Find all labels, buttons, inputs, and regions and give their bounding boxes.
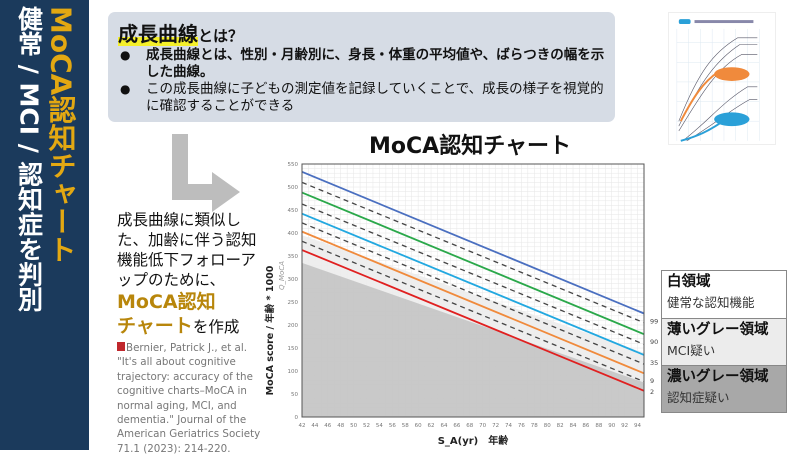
description-text: 成長曲線に類似した、加齢に伴う認知機能低下フォローアップのために、 — [117, 211, 257, 289]
sidebar: 健常 / MCI / 認知症を判別 MoCA認知チャート — [0, 0, 89, 450]
y-tick-label: 200 — [288, 323, 299, 329]
x-tick-label: 62 — [428, 423, 435, 429]
bullet-item: 成長曲線とは、性別・月齢別に、身長・体重の平均値や、ばらつきの幅を示した曲線。 — [118, 47, 605, 81]
reference: Bernier, Patrick J., et al. "It's all ab… — [117, 341, 262, 456]
series-line — [301, 222, 645, 365]
x-tick-label: 42 — [299, 423, 306, 429]
description-emphasis: チャート — [117, 315, 193, 337]
y-tick-label: 300 — [288, 277, 299, 283]
y-tick-label: 250 — [288, 300, 299, 306]
region-dementia — [302, 262, 644, 417]
series-line — [301, 249, 645, 392]
y-tick-label: 150 — [288, 346, 299, 352]
title-rest: とは？ — [198, 27, 244, 45]
series-line — [301, 203, 645, 345]
legend-heading: 白領域 — [667, 274, 711, 290]
series-line — [301, 230, 645, 375]
x-tick-label: 78 — [531, 423, 538, 429]
y-axis-label-secondary: Q_MoCA — [278, 261, 286, 290]
bullet-item: この成長曲線に子どもの測定値を記録していくことで、成長の様子を視覚的に確認するこ… — [118, 81, 605, 115]
description-suffix: を作成 — [192, 318, 240, 336]
series-line — [301, 212, 645, 356]
sidebar-subtitle: 健常 / MCI / 認知症を判別 — [14, 6, 44, 312]
x-tick-label: 64 — [440, 423, 447, 429]
description-emphasis: MoCA認知 — [117, 291, 216, 313]
y-axis-label: MoCA score / 年齢 * 1000 — [264, 265, 276, 395]
y-tick-label: 50 — [291, 392, 298, 398]
growth-chart-thumbnail — [668, 12, 776, 145]
y-tick-label: 100 — [288, 369, 299, 375]
x-tick-label: 94 — [634, 423, 641, 429]
legend-heading: 濃いグレー領域 — [667, 369, 769, 385]
y-tick-label: 550 — [288, 162, 299, 168]
x-tick-label: 90 — [608, 423, 615, 429]
book-icon — [117, 342, 125, 351]
plot-frame — [301, 163, 645, 418]
percentile-label: 90 — [650, 338, 658, 346]
series-line — [301, 181, 645, 324]
legend-item-dark-gray: 濃いグレー領域 認知症疑い — [662, 365, 786, 412]
info-box: 成長曲線とは？ 成長曲線とは、性別・月齢別に、身長・体重の平均値や、ばらつきの幅… — [108, 12, 615, 122]
chart-title: MoCA認知チャート — [369, 134, 571, 159]
x-tick-label: 88 — [595, 423, 602, 429]
legend-item-light-gray: 薄いグレー領域 MCI疑い — [662, 318, 786, 365]
x-tick-label: 58 — [402, 423, 409, 429]
sidebar-title: MoCA認知チャート — [44, 6, 78, 264]
y-tick-label: 400 — [288, 231, 299, 237]
y-tick-label: 350 — [288, 254, 299, 260]
x-tick-label: 48 — [337, 423, 344, 429]
percentile-label: 35 — [650, 359, 658, 367]
x-tick-label: 86 — [582, 423, 589, 429]
x-tick-label: 68 — [466, 423, 473, 429]
x-tick-label: 70 — [479, 423, 486, 429]
x-tick-label: 80 — [544, 423, 551, 429]
x-tick-label: 60 — [415, 423, 422, 429]
legend-desc: MCI疑い — [667, 343, 716, 358]
legend-desc: 認知症疑い — [667, 390, 730, 405]
series-line — [301, 191, 645, 336]
x-tick-label: 44 — [311, 423, 318, 429]
arrow-icon — [172, 134, 240, 212]
percentile-label: 9 — [650, 377, 654, 385]
legend-desc: 健常な認知機能 — [667, 295, 755, 310]
legend: 白領域健常な認知機能 薄いグレー領域 MCI疑い 濃いグレー領域 認知症疑い — [661, 270, 787, 413]
info-box-title: 成長曲線とは？ — [118, 18, 605, 47]
series-line — [301, 240, 645, 383]
x-tick-label: 74 — [505, 423, 512, 429]
description: 成長曲線に類似した、加齢に伴う認知機能低下フォローアップのために、 MoCA認知… — [117, 210, 262, 338]
reference-text: Bernier, Patrick J., et al. "It's all ab… — [117, 342, 261, 455]
x-tick-label: 92 — [621, 423, 628, 429]
x-tick-label: 52 — [363, 423, 370, 429]
y-tick-label: 450 — [288, 208, 299, 214]
legend-item-white: 白領域健常な認知機能 — [662, 271, 786, 318]
legend-heading: 薄いグレー領域 — [667, 322, 769, 338]
series-line — [301, 170, 645, 315]
x-tick-label: 66 — [453, 423, 460, 429]
percentile-label: 2 — [650, 388, 654, 396]
x-tick-label: 56 — [389, 423, 396, 429]
x-tick-label: 76 — [518, 423, 525, 429]
title-highlight: 成長曲線 — [118, 22, 198, 46]
y-tick-label: 0 — [295, 415, 299, 421]
x-tick-label: 54 — [376, 423, 383, 429]
y-tick-label: 500 — [288, 185, 299, 191]
x-tick-label: 50 — [350, 423, 357, 429]
x-tick-label: 82 — [557, 423, 564, 429]
x-tick-label: 72 — [492, 423, 499, 429]
x-tick-label: 84 — [570, 423, 577, 429]
x-axis-label: S_A(yr) 年齢 — [438, 434, 510, 447]
x-tick-label: 46 — [324, 423, 331, 429]
percentile-label: 99 — [650, 317, 658, 325]
